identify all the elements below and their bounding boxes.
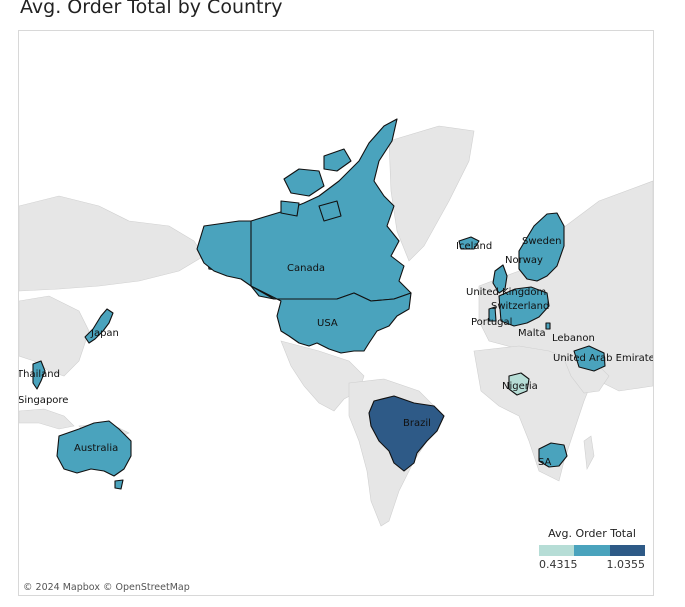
land-greenland [388, 125, 475, 262]
legend-swatch-low [539, 545, 575, 556]
country-thailand [32, 360, 46, 390]
legend-swatch-high [609, 545, 645, 556]
map-view[interactable]: Canada USA Brazil Australia Japan Thaila… [18, 30, 654, 596]
country-uae [573, 345, 606, 372]
label-japan: Japan [90, 328, 119, 339]
label-portugal: Portugal [471, 317, 512, 328]
country-australia-tasmania [114, 479, 124, 490]
label-singapore: Singapore [19, 395, 68, 406]
label-malta: Malta [518, 328, 546, 339]
label-south-africa: SA [538, 457, 552, 468]
country-japan [84, 308, 114, 344]
land-alaska-west [19, 195, 205, 292]
label-australia: Australia [74, 443, 118, 454]
legend-max-label: 1.0355 [606, 558, 646, 571]
country-europe-cluster [498, 286, 550, 327]
land-madagascar [583, 435, 595, 470]
country-uk [492, 264, 508, 294]
country-portugal [488, 306, 497, 322]
legend-min-label: 0.4315 [539, 558, 578, 571]
legend-color-ramp [539, 545, 645, 556]
label-nigeria: Nigeria [502, 381, 538, 392]
legend-swatch-mid [574, 545, 610, 556]
label-canada: Canada [287, 263, 325, 274]
label-iceland: Iceland [456, 241, 492, 252]
label-brazil: Brazil [403, 418, 431, 429]
country-iceland [458, 236, 480, 250]
land-indonesia-left [19, 408, 75, 430]
country-canada-islands [280, 148, 352, 222]
land-asia-left [19, 295, 90, 377]
label-lebanon: Lebanon [552, 333, 595, 344]
land-mexico [280, 340, 365, 412]
country-south-africa [538, 442, 568, 468]
label-thailand: Thailand [19, 369, 60, 380]
label-united-kingdom: United Kingdom [466, 287, 546, 298]
label-sweden: Sweden [522, 236, 562, 247]
country-usa [250, 285, 412, 354]
map-attribution[interactable]: © 2024 Mapbox © OpenStreetMap [23, 582, 190, 593]
color-legend: Avg. Order Total 0.4315 1.0355 [539, 527, 645, 571]
country-nigeria [508, 372, 530, 396]
country-scandinavia [518, 212, 565, 282]
label-norway: Norway [505, 255, 543, 266]
country-usa-alaska [196, 220, 252, 287]
world-map[interactable]: Canada USA Brazil Australia Japan Thaila… [19, 31, 653, 595]
country-australia [56, 420, 132, 477]
legend-title: Avg. Order Total [548, 527, 636, 540]
label-uae: United Arab Emirates [553, 353, 653, 364]
country-lebanon [545, 322, 551, 330]
chart-title: Avg. Order Total by Country [20, 0, 283, 18]
label-usa: USA [317, 318, 338, 329]
country-brazil [368, 395, 445, 472]
label-switzerland: Switzerland [491, 301, 549, 312]
